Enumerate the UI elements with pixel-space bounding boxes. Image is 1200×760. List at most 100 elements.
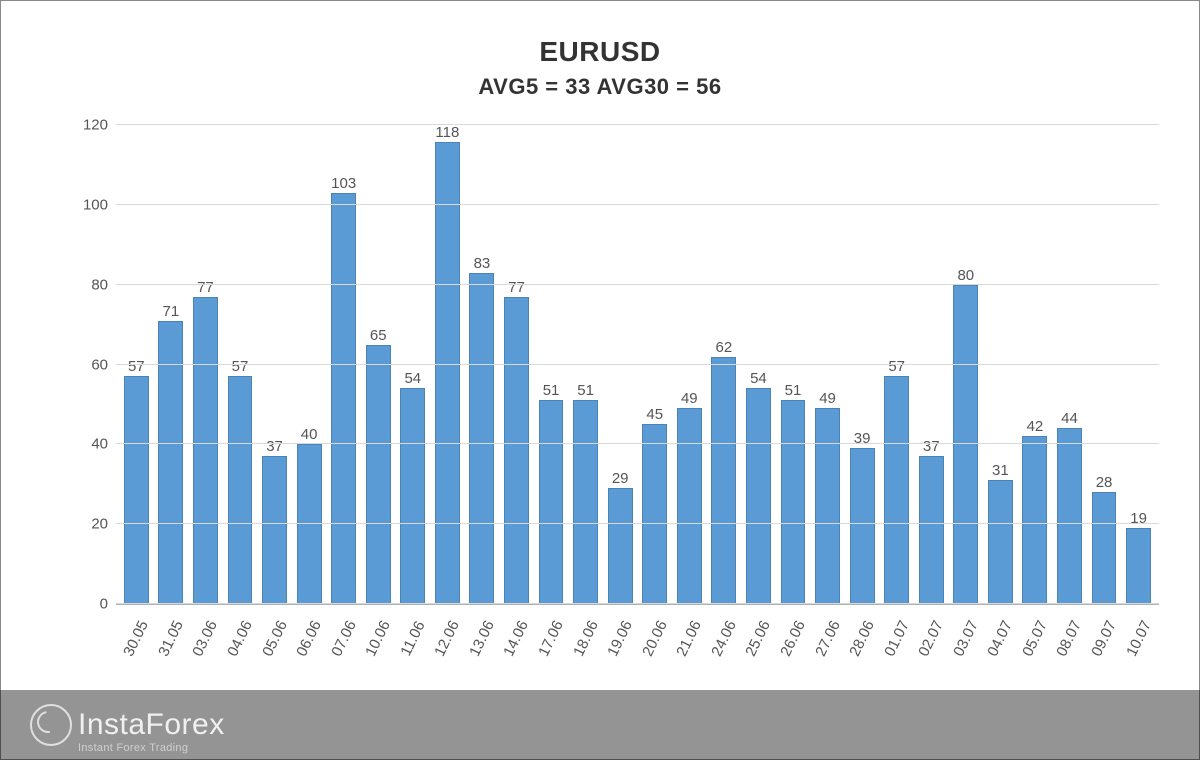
bar-value-label: 77 xyxy=(508,280,525,295)
bar xyxy=(746,388,771,604)
watermark-brand: InstaForex xyxy=(78,708,225,742)
x-tick-label: 30.05 xyxy=(119,610,154,675)
bar xyxy=(781,400,806,604)
bar-wrap: 65 xyxy=(361,125,396,604)
x-tick-label: 18.06 xyxy=(568,610,603,675)
x-axis-labels: 30.0531.0503.0604.0605.0606.0607.0610.06… xyxy=(116,610,1159,675)
bar-value-label: 62 xyxy=(716,340,733,355)
y-tick-label: 60 xyxy=(91,356,108,373)
bar-wrap: 77 xyxy=(499,125,534,604)
gridline xyxy=(116,284,1159,285)
bar-value-label: 54 xyxy=(750,371,767,386)
bar-value-label: 29 xyxy=(612,471,629,486)
bar xyxy=(539,400,564,604)
bar-value-label: 65 xyxy=(370,328,387,343)
bar-wrap: 51 xyxy=(534,125,569,604)
bar xyxy=(297,444,322,604)
bar-value-label: 40 xyxy=(301,427,318,442)
bar xyxy=(677,408,702,604)
x-tick-label: 10.06 xyxy=(361,610,396,675)
plot-area: 5771775737401036554118837751512945496254… xyxy=(116,125,1159,605)
x-tick-label: 08.07 xyxy=(1052,610,1087,675)
y-tick-label: 80 xyxy=(91,276,108,293)
gridline xyxy=(116,204,1159,205)
bar xyxy=(1057,428,1082,604)
bar-wrap: 51 xyxy=(568,125,603,604)
bar-wrap: 118 xyxy=(430,125,465,604)
gridline xyxy=(116,603,1159,604)
bar-value-label: 49 xyxy=(819,391,836,406)
bar-wrap: 83 xyxy=(465,125,500,604)
bar-value-label: 51 xyxy=(577,383,594,398)
bar-wrap: 54 xyxy=(396,125,431,604)
x-tick-label: 26.06 xyxy=(776,610,811,675)
chart-subtitle: AVG5 = 33 AVG30 = 56 xyxy=(31,74,1169,100)
x-tick-label: 04.06 xyxy=(223,610,258,675)
y-tick-label: 120 xyxy=(83,117,108,134)
x-tick-label: 12.06 xyxy=(430,610,465,675)
gridline xyxy=(116,364,1159,365)
x-tick-label: 01.07 xyxy=(879,610,914,675)
x-tick-label: 07.06 xyxy=(326,610,361,675)
bar xyxy=(504,297,529,604)
bar-value-label: 44 xyxy=(1061,411,1078,426)
bar-wrap: 80 xyxy=(949,125,984,604)
bar xyxy=(1092,492,1117,604)
gridline xyxy=(116,443,1159,444)
y-tick-label: 40 xyxy=(91,436,108,453)
bar-wrap: 28 xyxy=(1087,125,1122,604)
bar-value-label: 77 xyxy=(197,280,214,295)
bar xyxy=(124,376,149,604)
x-tick-label: 31.05 xyxy=(154,610,189,675)
x-tick-label: 28.06 xyxy=(845,610,880,675)
bar-wrap: 19 xyxy=(1121,125,1156,604)
x-tick-label: 03.07 xyxy=(949,610,984,675)
bar-value-label: 80 xyxy=(957,268,974,283)
watermark-banner: InstaForex Instant Forex Trading xyxy=(0,690,1200,760)
x-tick-label: 17.06 xyxy=(534,610,569,675)
x-tick-label: 24.06 xyxy=(707,610,742,675)
bar-value-label: 49 xyxy=(681,391,698,406)
bar xyxy=(366,345,391,604)
bar-value-label: 31 xyxy=(992,463,1009,478)
x-tick-label: 10.07 xyxy=(1121,610,1156,675)
bar-wrap: 31 xyxy=(983,125,1018,604)
instaforex-logo-icon xyxy=(30,704,72,746)
watermark-tagline: Instant Forex Trading xyxy=(78,742,188,754)
bar xyxy=(1022,436,1047,604)
bar-wrap: 37 xyxy=(914,125,949,604)
x-tick-label: 11.06 xyxy=(396,610,431,675)
bar xyxy=(815,408,840,604)
x-tick-label: 14.06 xyxy=(499,610,534,675)
x-tick-label: 05.07 xyxy=(1018,610,1053,675)
x-tick-label: 09.07 xyxy=(1087,610,1122,675)
bar xyxy=(1126,528,1151,604)
bar-value-label: 118 xyxy=(435,125,459,140)
bar xyxy=(642,424,667,604)
y-tick-label: 0 xyxy=(100,596,108,613)
bar-value-label: 57 xyxy=(888,359,905,374)
bar-wrap: 62 xyxy=(707,125,742,604)
bar-value-label: 71 xyxy=(163,304,180,319)
y-tick-label: 20 xyxy=(91,516,108,533)
bar-wrap: 40 xyxy=(292,125,327,604)
bar-wrap: 39 xyxy=(845,125,880,604)
x-tick-label: 03.06 xyxy=(188,610,223,675)
bar-wrap: 51 xyxy=(776,125,811,604)
x-tick-label: 20.06 xyxy=(637,610,672,675)
bar-wrap: 57 xyxy=(119,125,154,604)
bar-value-label: 57 xyxy=(232,359,249,374)
bar-wrap: 49 xyxy=(672,125,707,604)
chart-container: EURUSD AVG5 = 33 AVG30 = 56 577177573740… xyxy=(0,0,1200,760)
bar-value-label: 83 xyxy=(474,256,491,271)
bar-value-label: 51 xyxy=(785,383,802,398)
bar-wrap: 57 xyxy=(879,125,914,604)
bar-wrap: 54 xyxy=(741,125,776,604)
bar-wrap: 42 xyxy=(1018,125,1053,604)
bar xyxy=(608,488,633,604)
bar-wrap: 44 xyxy=(1052,125,1087,604)
bars-group: 5771775737401036554118837751512945496254… xyxy=(116,125,1159,604)
bar xyxy=(262,456,287,604)
bar-value-label: 103 xyxy=(331,176,356,191)
bar-wrap: 71 xyxy=(154,125,189,604)
